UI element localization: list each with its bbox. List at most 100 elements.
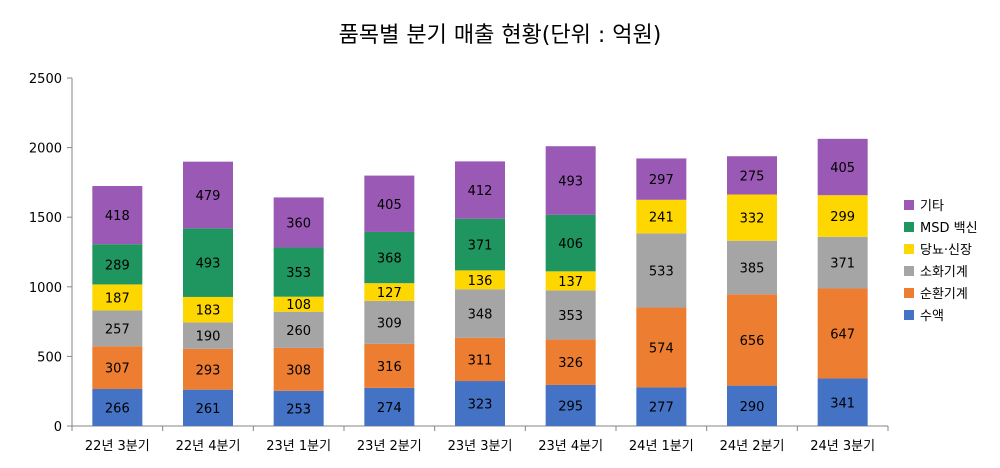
data-label: 326 — [558, 356, 583, 371]
bar-segment — [273, 390, 324, 426]
data-label: 261 — [196, 402, 221, 417]
bar-segment — [817, 138, 868, 196]
data-label: 307 — [105, 362, 130, 377]
legend-swatch — [904, 288, 914, 298]
data-label: 277 — [649, 401, 674, 416]
data-label: 479 — [196, 189, 221, 204]
data-label: 493 — [558, 175, 583, 190]
x-tick-label: 24년 2분기 — [720, 439, 785, 454]
legend-label: 당뇨·신장 — [920, 243, 972, 258]
data-label: 574 — [649, 341, 674, 356]
bar-segment — [817, 236, 868, 289]
bar-segment — [545, 146, 596, 215]
data-label: 295 — [558, 399, 583, 414]
bar-segment — [727, 294, 777, 386]
bar-segment — [92, 186, 143, 245]
data-label: 353 — [558, 309, 583, 324]
data-label: 308 — [286, 363, 311, 378]
data-label: 385 — [740, 262, 765, 277]
bar-segment — [183, 296, 233, 323]
x-tick-label: 23년 4분기 — [538, 439, 603, 454]
data-label: 311 — [468, 353, 493, 368]
data-label: 266 — [105, 401, 130, 416]
bar-segment — [636, 387, 687, 426]
data-label: 406 — [558, 237, 583, 252]
data-label: 656 — [740, 334, 765, 349]
y-tick-label: 500 — [37, 350, 62, 365]
y-axis: 0 500 1000 1500 2000 2500 — [29, 72, 73, 435]
y-tick-label: 2500 — [29, 72, 62, 87]
bar-segment — [455, 289, 505, 338]
y-tick-label: 1000 — [29, 281, 62, 296]
y-tick-label: 0 — [54, 420, 62, 435]
legend-swatch — [904, 200, 914, 210]
x-axis: 22년 3분기 22년 4분기 23년 1분기 23년 2분기 23년 3분기 23년 4… — [71, 425, 889, 454]
legend-swatch — [904, 266, 914, 276]
x-tick-label: 24년 3분기 — [810, 439, 875, 454]
legend-swatch — [904, 244, 914, 254]
legend-label: 순환기계 — [920, 287, 968, 302]
data-label: 360 — [286, 216, 311, 231]
bar-segment — [545, 290, 596, 340]
data-label: 299 — [830, 210, 855, 225]
y-tick-label: 1500 — [29, 211, 62, 226]
legend-label: MSD 백신 — [920, 221, 978, 236]
legend-label: 수액 — [920, 309, 944, 324]
bar-segment — [364, 387, 415, 426]
bar-segment — [817, 195, 868, 237]
data-label: 127 — [377, 286, 402, 301]
data-label: 405 — [830, 161, 855, 176]
bar-segment — [455, 381, 505, 426]
bar-segment — [636, 158, 687, 200]
bar-segment — [92, 310, 143, 347]
bar-segment — [183, 348, 233, 390]
data-label: 260 — [286, 324, 311, 339]
x-tick-label: 23년 1분기 — [266, 439, 331, 454]
bar-segment — [92, 346, 143, 389]
data-label: 332 — [740, 212, 765, 227]
bar-segment — [727, 385, 777, 426]
bar-segment — [273, 197, 324, 248]
bar-segment — [183, 322, 233, 349]
legend-label: 소화기계 — [920, 265, 968, 280]
data-label: 274 — [377, 401, 402, 416]
bar-segment — [455, 270, 505, 290]
data-label: 353 — [286, 266, 311, 281]
data-label: 187 — [105, 291, 130, 306]
bar-segment — [817, 378, 868, 426]
bar-segment — [727, 240, 777, 295]
x-tick-label: 22년 4분기 — [176, 439, 241, 454]
data-label: 190 — [196, 330, 221, 345]
data-label: 493 — [196, 257, 221, 272]
bar-segment — [817, 288, 868, 379]
data-label: 323 — [468, 398, 493, 413]
data-label: 257 — [105, 322, 130, 337]
bar-segment — [273, 311, 324, 348]
data-label: 253 — [286, 402, 311, 417]
bar-segment — [92, 388, 143, 426]
bar-segment — [636, 307, 687, 388]
data-label: 316 — [377, 360, 402, 375]
bar-segment — [364, 343, 415, 388]
bar-segment — [273, 247, 324, 297]
data-label: 418 — [105, 209, 130, 224]
data-label: 183 — [196, 304, 221, 319]
y-tick-label: 2000 — [29, 142, 62, 157]
bar-segment — [545, 339, 596, 385]
data-label: 297 — [649, 173, 674, 188]
bar-segment — [636, 199, 687, 234]
data-label: 241 — [649, 211, 674, 226]
data-label: 647 — [830, 328, 855, 343]
legend-swatch — [904, 310, 914, 320]
bars: 266 307 257 187 289 418 261 293 190 183 493 479 253 3… — [92, 138, 868, 426]
bar-segment — [455, 161, 505, 219]
data-label: 309 — [377, 316, 402, 331]
bar-segment — [183, 228, 233, 297]
data-label: 137 — [558, 275, 583, 290]
data-label: 371 — [468, 239, 493, 254]
bar-segment — [92, 244, 143, 285]
bar-segment — [273, 296, 324, 312]
bar-segment — [636, 233, 687, 308]
